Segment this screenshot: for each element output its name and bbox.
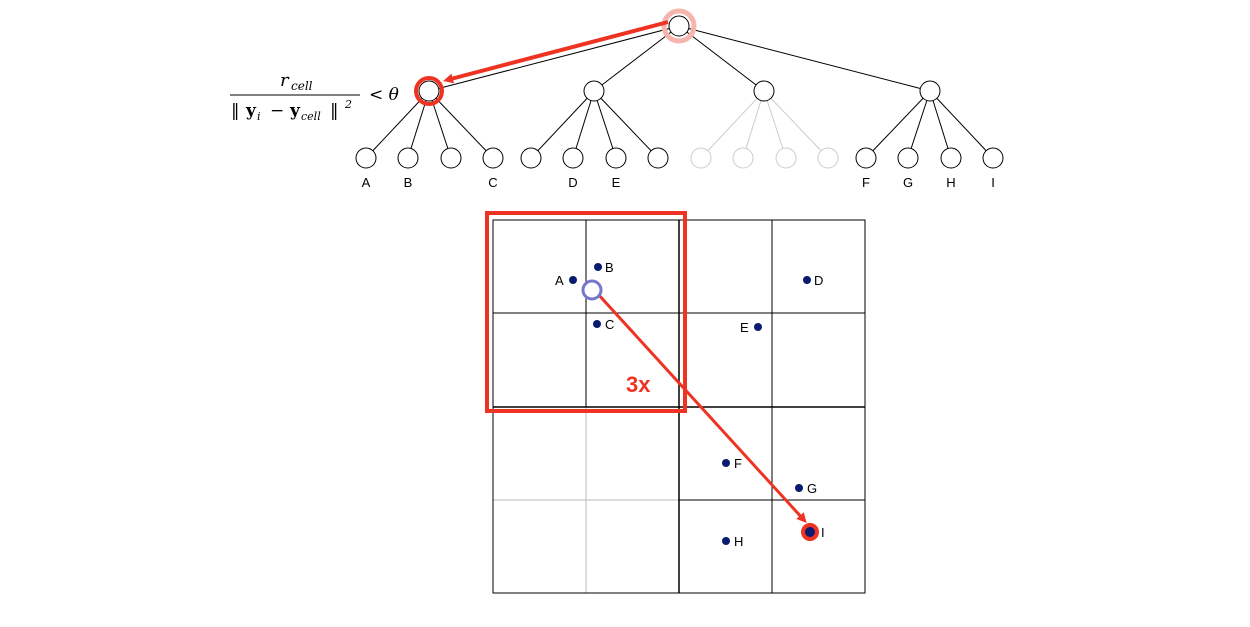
point-b [594,263,602,271]
tree-edge-faded [742,90,765,159]
point-c [593,320,601,328]
point-label-i: I [821,525,825,540]
formula-numerator-r: r [280,70,290,91]
multiplicity-annotation: 3x [626,372,651,397]
formula-minus: − [270,101,284,121]
leaf-node-faded [690,147,712,169]
tree-edge [530,90,595,159]
quadtree: A B C D E F G H I [355,8,1004,190]
leaf-node [482,147,504,169]
leaf-node [440,147,462,169]
leaf-node-faded [732,147,754,169]
leaf-node [855,147,877,169]
traversal-arrow [443,20,669,84]
point-label-h: H [734,534,743,549]
interaction-arrow [595,291,807,523]
leaf-label-e: E [612,175,621,190]
formula-y: y [245,101,257,121]
tree-edge [593,90,659,159]
tree-edge [428,25,680,92]
point-label-c: C [605,317,614,332]
leaf-label-c: C [488,175,497,190]
point-d [803,276,811,284]
leaf-node [982,147,1004,169]
formula-relation: < θ [369,85,399,105]
tree-edge [678,25,931,92]
root-node [668,15,690,37]
tree-edge-faded [700,90,765,159]
tree-edge [572,90,595,159]
leaf-label-h: H [946,175,955,190]
leaf-node [605,147,627,169]
leaf-label-i: I [991,175,995,190]
point-g [795,484,803,492]
point-label-e: E [740,320,749,335]
leaf-node [355,147,377,169]
tree-edge [428,90,494,159]
tree-edge [929,90,994,159]
formula-cell: cell [301,110,321,123]
leaf-node-faded [817,147,839,169]
point-a [569,276,577,284]
formula-norm-close: ‖ [330,101,339,121]
leaf-node [897,147,919,169]
selected-cell-node-highlight [414,76,444,106]
leaf-node [647,147,669,169]
tree-node [753,80,775,102]
point-label-b: B [605,260,614,275]
formula-y2: y [289,101,301,121]
selected-cell-highlight [485,211,687,413]
leaf-label-a: A [362,175,371,190]
formula-i: i [257,110,261,123]
point-label-g: G [807,481,817,496]
point-h [722,537,730,545]
tree-node [583,80,605,102]
formula-numerator-sub: cell [291,79,313,93]
tree-edge [907,90,931,159]
leaf-node [562,147,584,169]
tree-edge-faded [763,90,829,159]
formula-norm-open: ‖ [231,101,240,121]
point-label-a: A [555,273,564,288]
leaf-node [520,147,542,169]
point-e [754,323,762,331]
tree-edge [365,90,430,159]
tree-node [919,80,941,102]
leaf-node-faded [775,147,797,169]
tree-node [418,80,440,102]
spatial-grid: A B C D E F G H I 3x [485,211,866,594]
point-f [722,459,730,467]
tree-edge [593,90,617,159]
leaf-label-g: G [903,175,913,190]
leaf-node [940,147,962,169]
formula-exponent: 2 [344,98,352,111]
tree-edge-faded [763,90,787,159]
tree-edge [678,25,765,92]
point-i [801,523,819,541]
leaf-label-f: F [862,175,870,190]
root-node-highlight [661,8,697,44]
point-label-d: D [814,273,823,288]
leaf-node [397,147,419,169]
point-label-f: F [734,456,742,471]
barnes-hut-criterion-formula: r cell ‖ y i − y cell ‖ 2 < θ [230,70,399,123]
query-point [581,279,603,301]
tree-edge [593,25,680,92]
leaf-label-d: D [568,175,577,190]
tree-edge [929,90,952,159]
leaf-label-b: B [404,175,413,190]
tree-edge [865,90,931,159]
